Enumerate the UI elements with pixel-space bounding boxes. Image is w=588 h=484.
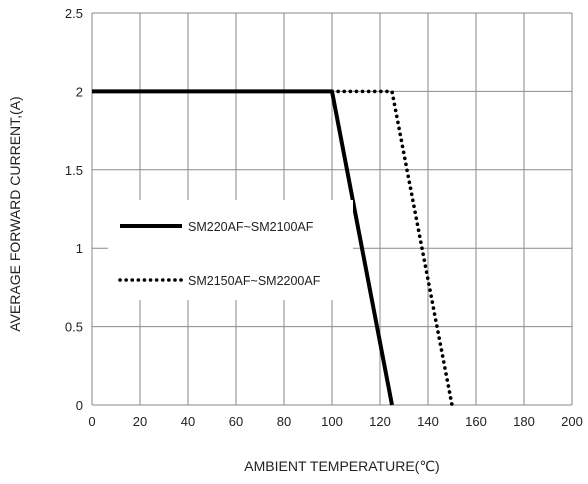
y-tick-label: 2: [76, 84, 83, 99]
legend-label: SM2150AF~SM2200AF: [188, 274, 321, 288]
y-tick-label: 0: [76, 398, 83, 413]
x-tick-label: 40: [181, 414, 195, 429]
y-axis-title: AVERAGE FORWARD CURRENT,(A): [7, 96, 23, 331]
y-tick-label: 0.5: [65, 320, 83, 335]
legend-background: [108, 200, 353, 300]
x-tick-label: 180: [513, 414, 535, 429]
x-tick-label: 60: [229, 414, 243, 429]
x-tick-label: 120: [369, 414, 391, 429]
x-axis-title: AMBIENT TEMPERATURE(℃): [244, 458, 439, 474]
x-tick-label: 80: [277, 414, 291, 429]
legend: SM220AF~SM2100AF SM2150AF~SM2200AF: [118, 220, 321, 288]
series-lines: [92, 89, 454, 407]
y-tick-label: 1: [76, 241, 83, 256]
x-tick-label: 20: [133, 414, 147, 429]
tick-labels: 0 20 40 60 80 100 120 140 160 180 200 0 0.5 1 1.5 2 2.5: [65, 6, 583, 429]
y-tick-label: 1.5: [65, 163, 83, 178]
x-tick-label: 160: [465, 414, 487, 429]
y-tick-label: 2.5: [65, 6, 83, 21]
x-tick-label: 100: [321, 414, 343, 429]
x-tick-label: 140: [417, 414, 439, 429]
legend-label: SM220AF~SM2100AF: [188, 220, 314, 234]
series-line: [330, 89, 454, 407]
x-tick-label: 200: [561, 414, 583, 429]
x-tick-label: 0: [88, 414, 95, 429]
